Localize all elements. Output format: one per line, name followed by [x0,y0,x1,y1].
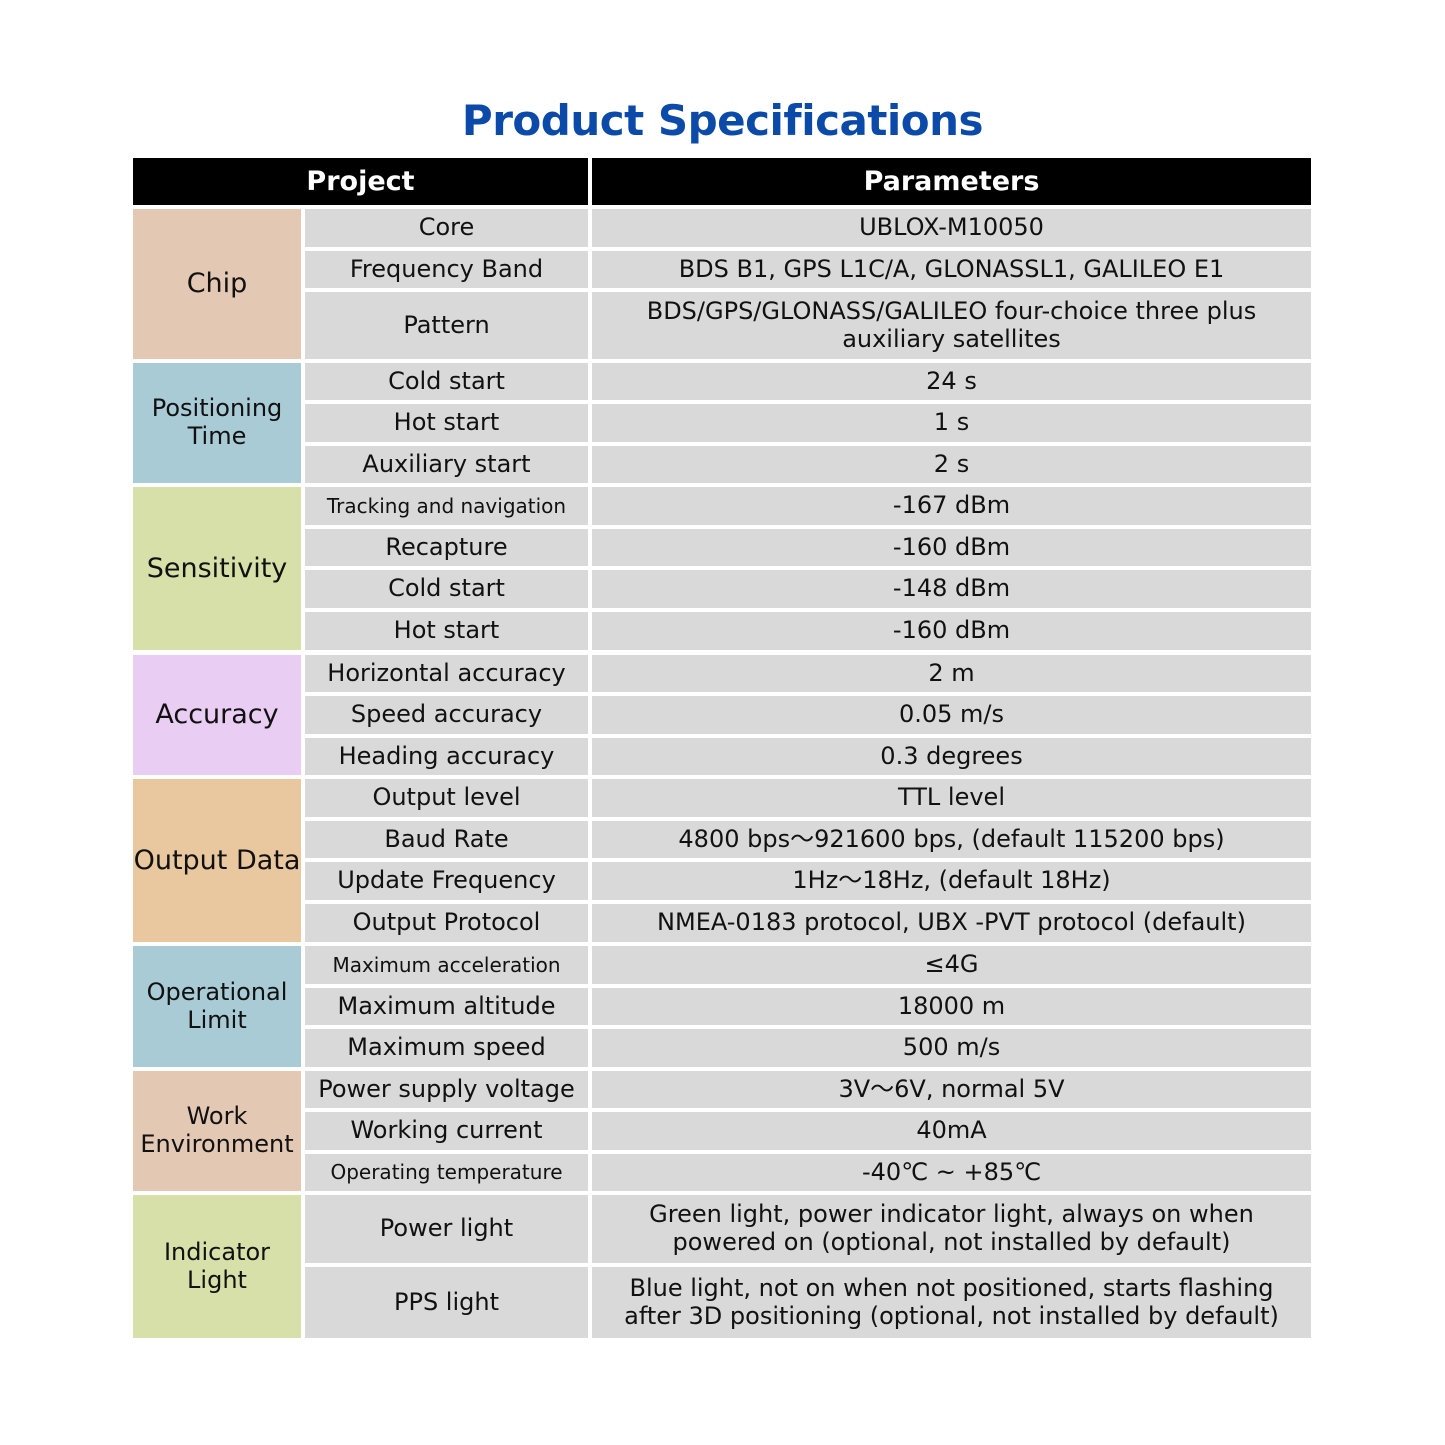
spec-value: -160 dBm [592,612,1311,650]
spec-name: Power light [305,1195,588,1263]
spec-name: Hot start [305,404,588,442]
spec-value: NMEA-0183 protocol, UBX -PVT protocol (d… [592,904,1311,942]
spec-value: 24 s [592,363,1311,400]
spec-value: Green light, power indicator light, alwa… [592,1195,1311,1263]
spec-name: Operating temperature [305,1154,588,1191]
spec-name: Tracking and navigation [305,487,588,525]
spec-group: Positioning Time [133,363,301,483]
spec-value: UBLOX-M10050 [592,209,1311,247]
spec-value: -148 dBm [592,570,1311,608]
spec-value: -160 dBm [592,529,1311,566]
spec-value: -167 dBm [592,487,1311,525]
spec-value: ≤4G [592,946,1311,984]
spec-name: Working current [305,1112,588,1150]
spec-value: 2 m [592,655,1311,692]
spec-value: 18000 m [592,988,1311,1025]
spec-value: Blue light, not on when not positioned, … [592,1267,1311,1338]
spec-name: Power supply voltage [305,1071,588,1108]
spec-value: -40℃ ~ +85℃ [592,1154,1311,1191]
spec-name: Heading accuracy [305,738,588,775]
spec-name: Output Protocol [305,904,588,942]
spec-name: Horizontal accuracy [305,655,588,692]
spec-name: Maximum acceleration [305,946,588,984]
header-parameters: Parameters [592,158,1311,205]
spec-name: Maximum altitude [305,988,588,1025]
spec-name: Maximum speed [305,1029,588,1067]
spec-name: Auxiliary start [305,446,588,483]
spec-name: Hot start [305,612,588,650]
spec-group: Accuracy [133,655,301,775]
spec-name: Core [305,209,588,247]
spec-value: 2 s [592,446,1311,483]
spec-value: TTL level [592,779,1311,817]
spec-name: Cold start [305,363,588,400]
spec-name: Update Frequency [305,862,588,900]
spec-group: Work Environment [133,1071,301,1191]
spec-group: Output Data [133,779,301,942]
spec-group: Sensitivity [133,487,301,650]
spec-value: 40mA [592,1112,1311,1150]
header-project: Project [133,158,588,205]
spec-value: 4800 bps～921600 bps, (default 115200 bps… [592,821,1311,858]
spec-value: 1Hz～18Hz, (default 18Hz) [592,862,1311,900]
spec-name: Recapture [305,529,588,566]
spec-group: Chip [133,209,301,359]
spec-value: BDS B1, GPS L1C/A, GLONASSL1, GALILEO E1 [592,251,1311,288]
spec-value: 500 m/s [592,1029,1311,1067]
spec-name: Frequency Band [305,251,588,288]
spec-name: Baud Rate [305,821,588,858]
spec-value: 0.05 m/s [592,696,1311,734]
spec-name: PPS light [305,1267,588,1338]
spec-value: BDS/GPS/GLONASS/GALILEO four-choice thre… [592,292,1311,359]
spec-name: Cold start [305,570,588,608]
spec-value: 1 s [592,404,1311,442]
spec-group: Indicator Light [133,1195,301,1338]
spec-group: Operational Limit [133,946,301,1067]
spec-name: Output level [305,779,588,817]
spec-name: Pattern [305,292,588,359]
spec-value: 0.3 degrees [592,738,1311,775]
page-title: Product Specifications [461,96,984,145]
spec-name: Speed accuracy [305,696,588,734]
spec-value: 3V～6V, normal 5V [592,1071,1311,1108]
